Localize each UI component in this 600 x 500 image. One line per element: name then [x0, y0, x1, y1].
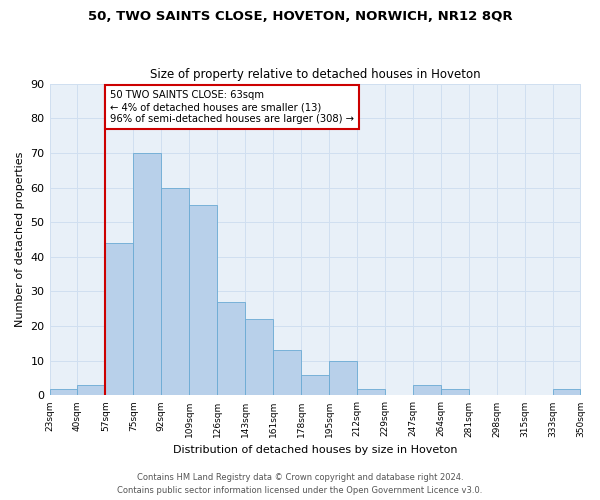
- Bar: [133, 153, 161, 396]
- Bar: [189, 205, 217, 396]
- Text: 50 TWO SAINTS CLOSE: 63sqm
← 4% of detached houses are smaller (13)
96% of semi-: 50 TWO SAINTS CLOSE: 63sqm ← 4% of detac…: [110, 90, 353, 124]
- Bar: [301, 374, 329, 396]
- Bar: [245, 319, 273, 396]
- Bar: [106, 243, 133, 396]
- Text: 50, TWO SAINTS CLOSE, HOVETON, NORWICH, NR12 8QR: 50, TWO SAINTS CLOSE, HOVETON, NORWICH, …: [88, 10, 512, 23]
- Bar: [413, 385, 441, 396]
- Bar: [217, 302, 245, 396]
- Y-axis label: Number of detached properties: Number of detached properties: [15, 152, 25, 327]
- Title: Size of property relative to detached houses in Hoveton: Size of property relative to detached ho…: [150, 68, 481, 81]
- Bar: [50, 388, 77, 396]
- X-axis label: Distribution of detached houses by size in Hoveton: Distribution of detached houses by size …: [173, 445, 457, 455]
- Bar: [553, 388, 580, 396]
- Bar: [77, 385, 106, 396]
- Bar: [329, 361, 357, 396]
- Bar: [273, 350, 301, 396]
- Bar: [357, 388, 385, 396]
- Bar: [441, 388, 469, 396]
- Text: Contains HM Land Registry data © Crown copyright and database right 2024.
Contai: Contains HM Land Registry data © Crown c…: [118, 474, 482, 495]
- Bar: [161, 188, 189, 396]
